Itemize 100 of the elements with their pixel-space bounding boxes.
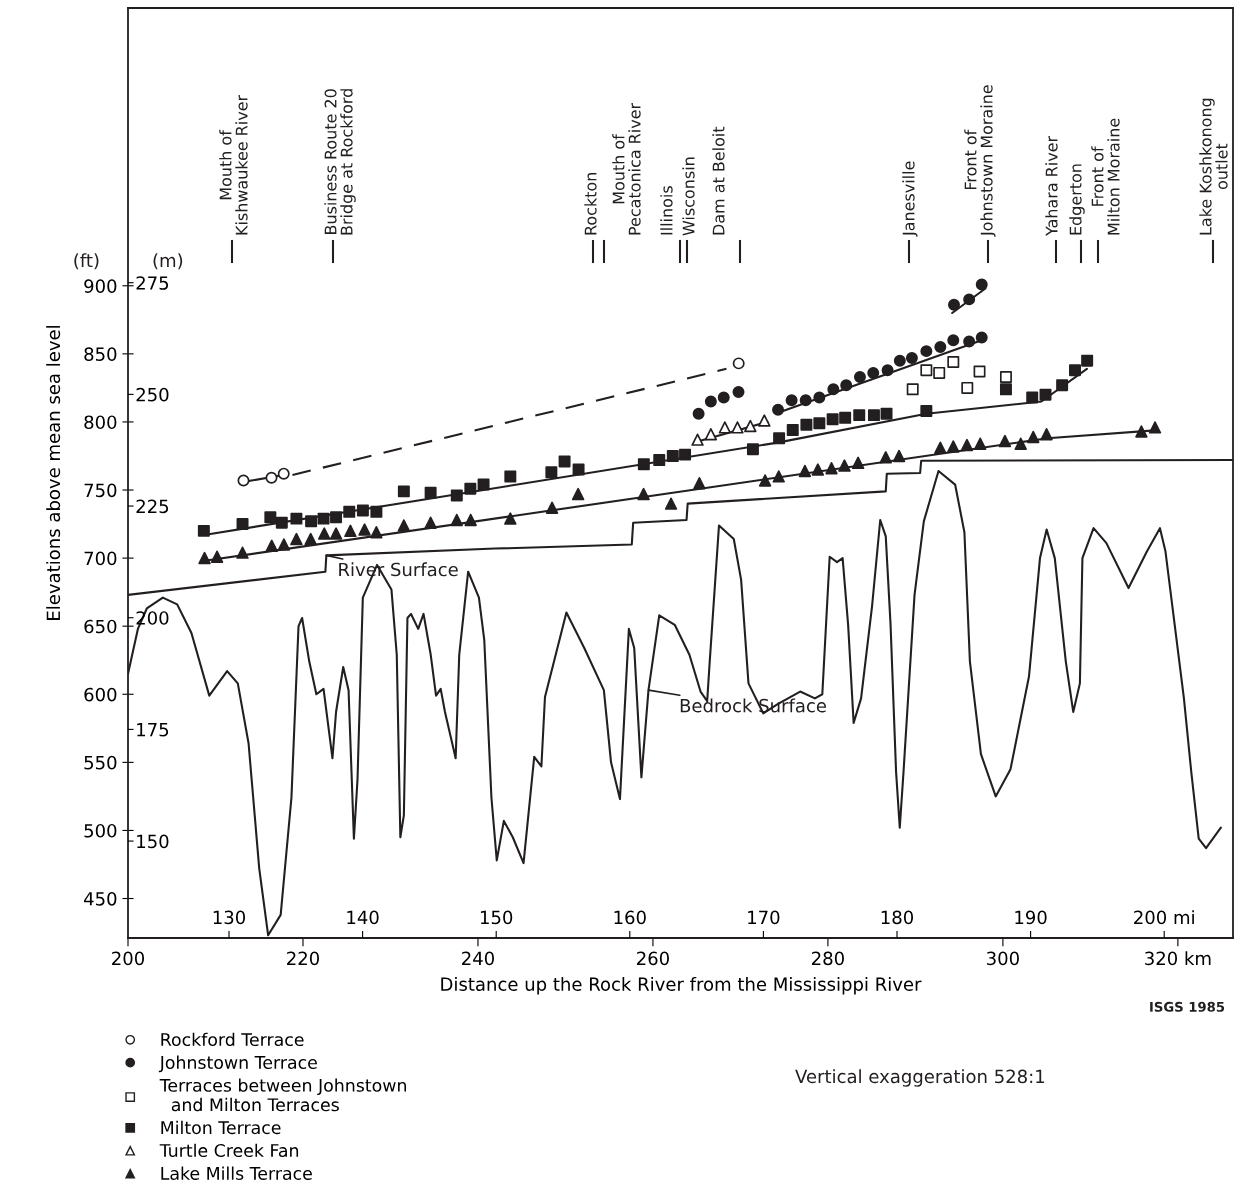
y-tick-label: 750: [84, 483, 117, 498]
point: [851, 456, 865, 470]
x2-tick-label: 170: [748, 910, 780, 925]
y-tick-label: 900: [84, 279, 117, 293]
point: [464, 513, 477, 527]
y-tick-label: 500: [84, 823, 117, 838]
point: [825, 462, 838, 475]
point: [1039, 388, 1052, 401]
point: [811, 463, 825, 476]
annotation: Dam at Beloit: [712, 126, 725, 235]
point: [1014, 437, 1027, 450]
annotation: Janesville: [902, 161, 918, 237]
point: [504, 512, 517, 525]
point: [934, 341, 947, 354]
point: [317, 512, 330, 525]
point: [892, 449, 906, 463]
point: [264, 511, 277, 524]
point: [800, 418, 813, 431]
point: [304, 532, 317, 546]
text: (ft): [74, 253, 99, 270]
point: [236, 518, 249, 531]
point: [330, 511, 343, 524]
point: [717, 391, 730, 404]
point: [197, 524, 210, 537]
point: [545, 466, 558, 479]
point: [947, 440, 960, 453]
point: [758, 474, 772, 487]
point: [772, 403, 785, 416]
point: [840, 379, 853, 392]
point: [999, 383, 1012, 396]
y-tick-label: 450: [84, 891, 117, 906]
legend-label: Turtle Creek Fan: [159, 1143, 299, 1158]
annotation: Business Route 20 Bridge at Rockford: [324, 89, 356, 235]
point: [344, 524, 357, 538]
y-tick-label: 850: [84, 347, 117, 361]
point: [1148, 421, 1162, 434]
point: [732, 357, 745, 370]
point: [786, 424, 799, 437]
y-tick-label: 600: [84, 687, 117, 702]
point: [265, 471, 278, 484]
x-axis-title: Distance up the Rock River from the Mississippi River: [441, 977, 922, 995]
point: [265, 539, 278, 553]
point: [290, 532, 303, 546]
annotation: Wisconsin: [682, 157, 695, 236]
point: [999, 371, 1012, 383]
point: [236, 546, 249, 559]
legend-label: Rockford Terrace: [161, 1032, 304, 1047]
point: [744, 419, 757, 433]
point: [397, 485, 410, 498]
annotation: Mouth of Pecatonica River: [612, 102, 641, 235]
point: [704, 427, 718, 441]
x2-tick-label: 190: [1015, 910, 1047, 925]
point: [198, 551, 211, 565]
y2-tick-label: 250: [136, 387, 169, 402]
point: [799, 394, 812, 407]
x-tick-label: 240: [462, 951, 494, 966]
point: [1081, 354, 1094, 367]
point: [920, 364, 933, 377]
point: [691, 433, 704, 446]
point: [704, 395, 717, 408]
point: [318, 527, 331, 540]
point: [637, 487, 650, 501]
point: [693, 476, 706, 490]
point: [424, 486, 437, 499]
y-tick-label: 800: [84, 415, 117, 430]
x2-tick-label: 130: [213, 910, 246, 925]
point: [545, 501, 559, 514]
point: [947, 356, 960, 369]
point: [934, 441, 947, 455]
point: [746, 443, 759, 456]
legend-label: Johnstown Terrace: [158, 1055, 317, 1073]
point: [370, 505, 383, 518]
point: [731, 421, 744, 434]
point: [356, 504, 369, 517]
annotation: Yahara River: [1045, 135, 1058, 237]
legend-label: Terraces between Johnstown and Milton Terraces: [159, 1078, 406, 1112]
point: [1056, 379, 1069, 392]
point: [880, 407, 893, 420]
x2-tick-label: 140: [347, 910, 379, 925]
point: [827, 383, 840, 396]
point: [920, 345, 933, 358]
y2-tick-label: 175: [137, 723, 169, 737]
point: [558, 455, 571, 468]
point: [813, 391, 826, 404]
point: [998, 434, 1012, 448]
point: [867, 366, 880, 379]
point: [450, 489, 463, 502]
point: [572, 463, 585, 476]
point: [1069, 364, 1081, 377]
point: [975, 331, 988, 344]
point: [277, 538, 291, 551]
y2-tick-label: 225: [136, 499, 169, 514]
annotation: Illinois: [660, 186, 673, 235]
point: [1026, 391, 1039, 404]
point: [424, 516, 437, 529]
y-tick-label: 650: [84, 619, 117, 634]
annotation: Front of Johnstown Moraine: [964, 85, 996, 237]
y2-tick-label: 150: [137, 834, 169, 849]
point: [1040, 427, 1053, 441]
point: [653, 454, 666, 467]
